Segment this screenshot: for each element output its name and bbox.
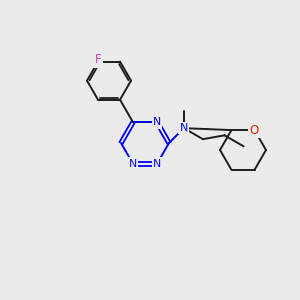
Text: O: O [250,124,259,136]
Text: N: N [180,123,188,133]
Text: N: N [129,159,137,169]
Text: N: N [153,117,161,127]
Text: N: N [153,159,161,169]
Text: F: F [95,53,101,66]
